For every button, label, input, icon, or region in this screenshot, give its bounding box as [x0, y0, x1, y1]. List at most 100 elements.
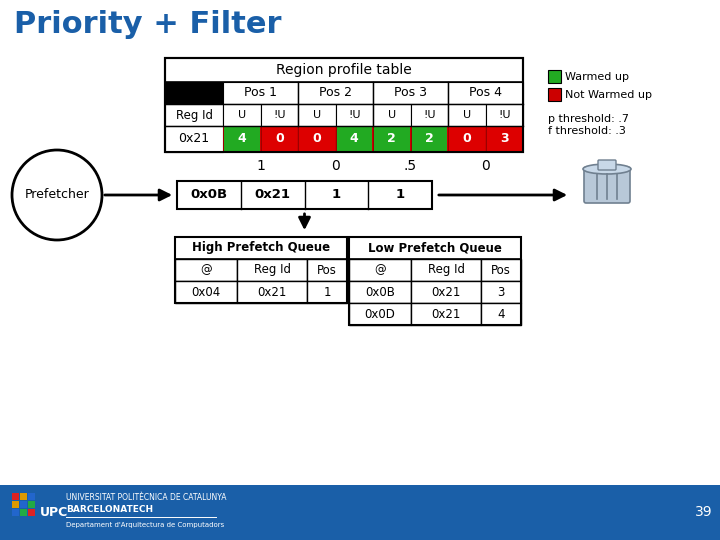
Bar	[20, 509, 27, 516]
Text: @: @	[374, 264, 386, 276]
Bar	[481, 259, 521, 281]
Bar	[373, 82, 448, 104]
Text: f threshold: .3: f threshold: .3	[548, 126, 626, 136]
Text: Pos 3: Pos 3	[394, 86, 427, 99]
Bar	[20, 501, 27, 508]
Bar	[177, 181, 432, 209]
Bar	[28, 501, 35, 508]
Text: Prefetcher: Prefetcher	[24, 188, 89, 201]
Bar	[307, 281, 347, 303]
Bar	[0, 485, 720, 540]
Text: Departament d'Arquitectura de Computadors: Departament d'Arquitectura de Computador…	[66, 522, 224, 528]
Bar	[481, 303, 521, 325]
Text: 0x0D: 0x0D	[364, 307, 395, 321]
Bar	[12, 501, 19, 508]
Text: UNIVERSITAT POLITÈCNICA DE CATALUNYA: UNIVERSITAT POLITÈCNICA DE CATALUNYA	[66, 492, 227, 502]
Bar	[175, 237, 347, 303]
FancyBboxPatch shape	[584, 167, 630, 203]
Bar	[481, 281, 521, 303]
Bar	[373, 104, 410, 126]
Text: High Prefetch Queue: High Prefetch Queue	[192, 241, 330, 254]
Text: 4: 4	[238, 132, 246, 145]
Bar	[374, 127, 410, 151]
Bar	[237, 281, 307, 303]
Text: 3: 3	[498, 286, 505, 299]
Text: 0: 0	[312, 132, 321, 145]
Bar	[411, 259, 481, 281]
Bar	[349, 281, 411, 303]
Bar	[165, 126, 223, 152]
Text: UPC: UPC	[40, 506, 68, 519]
Text: 0: 0	[462, 132, 471, 145]
Text: U: U	[387, 110, 396, 120]
Text: 0: 0	[275, 132, 284, 145]
Bar	[336, 104, 373, 126]
Text: Pos 4: Pos 4	[469, 86, 502, 99]
Text: Warmed up: Warmed up	[565, 71, 629, 82]
Bar	[548, 88, 561, 101]
Bar	[349, 237, 521, 259]
Text: !U: !U	[498, 110, 510, 120]
Bar	[548, 70, 561, 83]
Bar	[165, 104, 223, 126]
Bar	[448, 104, 485, 126]
Text: U: U	[312, 110, 321, 120]
Bar	[165, 82, 223, 104]
Text: 3: 3	[500, 132, 508, 145]
Text: Region profile table: Region profile table	[276, 63, 412, 77]
Bar	[28, 509, 35, 516]
Text: Reg Id: Reg Id	[176, 109, 212, 122]
Text: Pos: Pos	[491, 264, 511, 276]
Bar	[299, 127, 335, 151]
Text: 0x21: 0x21	[255, 188, 291, 201]
Bar	[175, 281, 237, 303]
Bar	[175, 237, 347, 259]
Ellipse shape	[583, 164, 631, 174]
Text: 0: 0	[331, 159, 340, 173]
Bar	[487, 127, 522, 151]
Bar	[485, 104, 523, 126]
Text: Pos 2: Pos 2	[319, 86, 352, 99]
Text: 0x0B: 0x0B	[365, 286, 395, 299]
Bar	[449, 127, 485, 151]
Bar	[349, 237, 521, 325]
Bar	[336, 127, 372, 151]
Text: 2: 2	[425, 132, 433, 145]
Bar	[165, 58, 523, 152]
Bar	[175, 259, 237, 281]
Bar	[223, 126, 523, 152]
Bar	[224, 127, 259, 151]
Text: Not Warmed up: Not Warmed up	[565, 90, 652, 99]
Bar	[20, 493, 27, 500]
Text: 39: 39	[696, 505, 713, 519]
Bar	[298, 82, 373, 104]
Bar	[223, 104, 261, 126]
Bar	[412, 127, 447, 151]
Text: 4: 4	[350, 132, 359, 145]
Text: !U: !U	[348, 110, 361, 120]
Text: 0x21: 0x21	[179, 132, 210, 145]
Text: 1: 1	[323, 286, 330, 299]
Text: 4: 4	[498, 307, 505, 321]
Text: !U: !U	[273, 110, 286, 120]
Text: 1: 1	[395, 188, 405, 201]
Text: .5: .5	[404, 159, 417, 173]
Bar	[223, 82, 298, 104]
Text: 0: 0	[481, 159, 490, 173]
Text: Pos: Pos	[317, 264, 337, 276]
Text: 2: 2	[387, 132, 396, 145]
Text: 0x21: 0x21	[431, 307, 461, 321]
Text: 0x0B: 0x0B	[190, 188, 228, 201]
Text: U: U	[463, 110, 471, 120]
Bar	[298, 104, 336, 126]
Text: Priority + Filter: Priority + Filter	[14, 10, 282, 39]
Text: Pos 1: Pos 1	[244, 86, 277, 99]
Bar	[349, 259, 411, 281]
Bar	[261, 104, 298, 126]
Bar	[237, 259, 307, 281]
Bar	[28, 493, 35, 500]
Text: Low Prefetch Queue: Low Prefetch Queue	[368, 241, 502, 254]
Text: !U: !U	[423, 110, 436, 120]
Text: Reg Id: Reg Id	[428, 264, 464, 276]
FancyBboxPatch shape	[598, 160, 616, 170]
